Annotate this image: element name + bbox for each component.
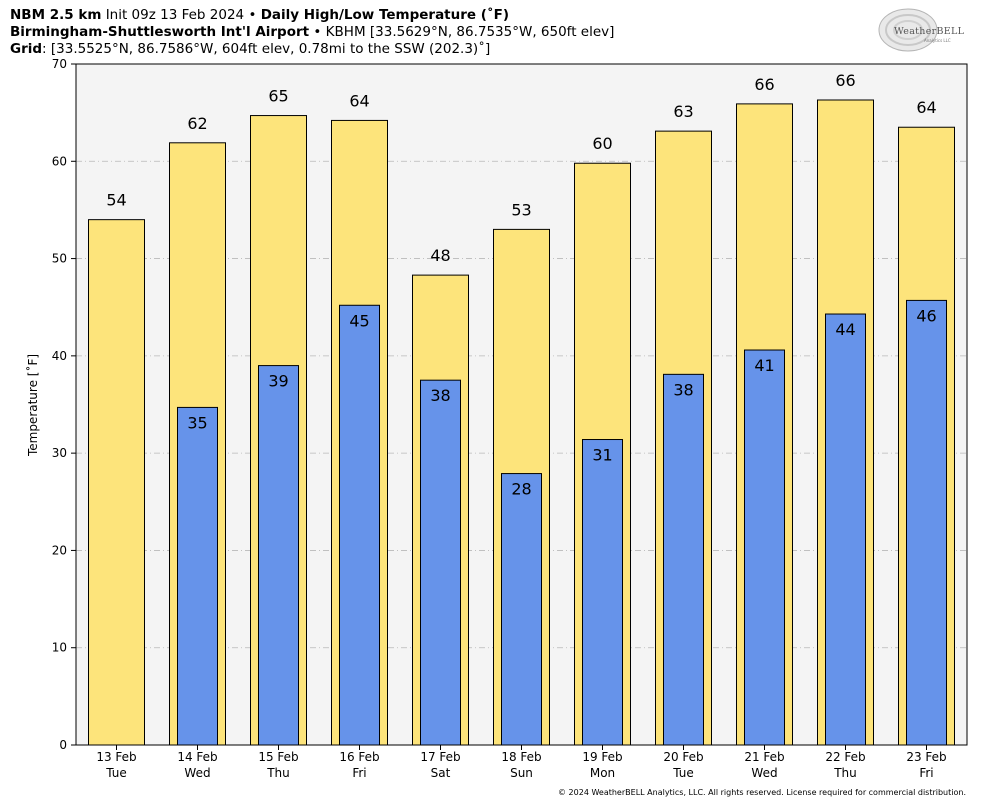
low-temp-label: 38	[673, 380, 693, 399]
high-temp-label: 65	[268, 87, 288, 106]
high-temp-label: 64	[916, 98, 936, 117]
low-temp-bar	[744, 349, 785, 746]
x-tick-date: 22 Feb	[825, 750, 865, 764]
low-temp-label: 39	[268, 372, 288, 391]
low-temp-label: 45	[349, 311, 369, 330]
x-tick-day: Sun	[510, 766, 533, 780]
low-temp-label: 28	[511, 480, 531, 499]
model-name: NBM 2.5 km	[10, 7, 102, 23]
low-temp-bar	[906, 299, 947, 746]
station-details: KBHM [33.5629°N, 86.7535°W, 650ft elev]	[325, 24, 615, 40]
x-tick-day: Wed	[184, 766, 210, 780]
low-temp-bar	[825, 313, 866, 746]
high-temp-label: 62	[187, 114, 207, 133]
low-temp-bar	[339, 304, 380, 746]
x-tick-date: 14 Feb	[177, 750, 217, 764]
grid-details: : [33.5525°N, 86.7586°W, 604ft elev, 0.7…	[42, 41, 491, 57]
y-tick-label: 50	[52, 252, 67, 266]
x-tick-day: Tue	[105, 766, 127, 780]
x-tick-date: 17 Feb	[420, 750, 460, 764]
station-name: Birmingham-Shuttlesworth Int'l Airport	[10, 24, 310, 40]
x-tick-day: Tue	[672, 766, 694, 780]
x-tick-day: Thu	[833, 766, 857, 780]
low-temp-bar	[258, 365, 299, 746]
low-temp-bar	[663, 373, 704, 746]
x-tick-day: Thu	[266, 766, 290, 780]
grid-label: Grid	[10, 41, 43, 57]
weatherbell-logo: WeatherBELL Analytics LLC	[878, 6, 968, 56]
y-tick-label: 10	[52, 641, 67, 655]
y-tick-label: 30	[52, 446, 67, 460]
header-line-2: Birmingham-Shuttlesworth Int'l Airport •…	[10, 24, 614, 40]
separator: •	[313, 24, 322, 40]
x-tick-date: 13 Feb	[96, 750, 136, 764]
y-tick-label: 60	[52, 154, 67, 168]
low-temp-bar	[501, 473, 542, 746]
x-tick-day: Mon	[590, 766, 615, 780]
y-tick-label: 0	[59, 738, 67, 752]
low-temp-label: 46	[916, 306, 936, 325]
init-time: Init 09z 13 Feb 2024	[105, 7, 245, 23]
high-temp-label: 63	[673, 102, 693, 121]
high-temp-label: 66	[754, 75, 774, 94]
high-temp-label: 64	[349, 91, 369, 110]
x-tick-date: 15 Feb	[258, 750, 298, 764]
x-tick-date: 19 Feb	[582, 750, 622, 764]
y-tick-label: 40	[52, 349, 67, 363]
low-temp-bar	[582, 439, 623, 746]
x-tick-date: 16 Feb	[339, 750, 379, 764]
header-line-3: Grid: [33.5525°N, 86.7586°W, 604ft elev,…	[10, 41, 490, 57]
low-temp-label: 31	[592, 446, 612, 465]
low-temp-label: 44	[835, 320, 855, 339]
x-tick-date: 18 Feb	[501, 750, 541, 764]
low-temp-label: 38	[430, 386, 450, 405]
x-tick-day: Sat	[431, 766, 451, 780]
header-line-1: NBM 2.5 km Init 09z 13 Feb 2024 • Daily …	[10, 7, 509, 23]
high-temp-label: 66	[835, 71, 855, 90]
x-tick-day: Wed	[751, 766, 777, 780]
low-temp-label: 41	[754, 356, 774, 375]
low-temp-bar	[177, 406, 218, 746]
high-temp-label: 60	[592, 134, 612, 153]
x-tick-date: 20 Feb	[663, 750, 703, 764]
high-temp-bar	[88, 219, 145, 746]
x-tick-day: Fri	[352, 766, 366, 780]
low-temp-bar	[420, 379, 461, 746]
product-title: Daily High/Low Temperature (˚F)	[260, 7, 510, 23]
copyright-notice: © 2024 WeatherBELL Analytics, LLC. All r…	[558, 788, 966, 797]
logo-text: WeatherBELL	[894, 26, 965, 37]
y-tick-label: 70	[52, 57, 67, 71]
logo-subtext: Analytics LLC	[924, 38, 951, 43]
low-temp-label: 35	[187, 413, 207, 432]
x-tick-day: Fri	[919, 766, 933, 780]
y-tick-label: 20	[52, 543, 67, 557]
high-temp-label: 53	[511, 200, 531, 219]
logo-swirl-icon	[878, 8, 938, 52]
x-tick-date: 21 Feb	[744, 750, 784, 764]
x-tick-date: 23 Feb	[906, 750, 946, 764]
high-temp-label: 48	[430, 246, 450, 265]
high-temp-label: 54	[106, 191, 126, 210]
y-axis-label: Temperature [˚F]	[25, 354, 40, 457]
separator: •	[248, 7, 257, 23]
